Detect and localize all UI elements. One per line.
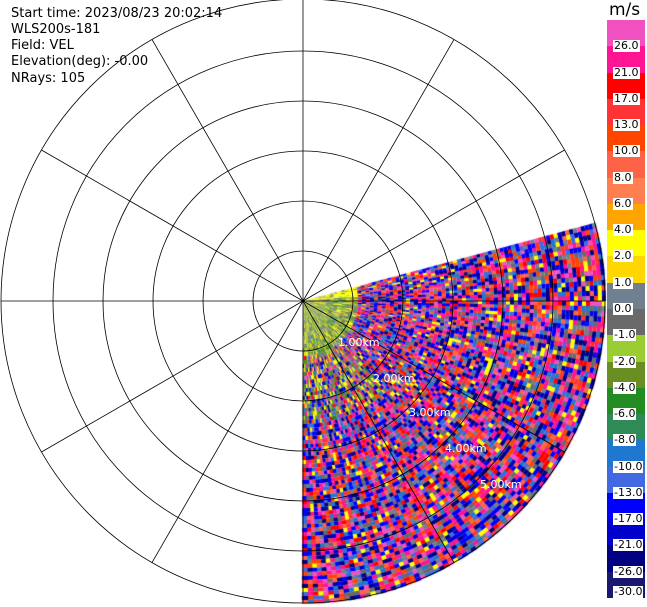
colorbar-tick-label: -30.0 xyxy=(613,585,644,598)
range-label: 1.00km xyxy=(338,336,380,349)
colorbar-tick-label: -2.0 xyxy=(613,354,637,368)
colorbar-tick-label: -8.0 xyxy=(613,433,637,447)
azimuth-spoke xyxy=(41,149,304,302)
colorbar-unit: m/s xyxy=(609,0,641,20)
azimuth-spoke xyxy=(41,300,304,453)
colorbar-tick-label: 4.0 xyxy=(613,223,633,237)
azimuth-spoke xyxy=(151,300,304,563)
colorbar-tick-label: 1.0 xyxy=(613,275,633,289)
colorbar-tick-label: 8.0 xyxy=(613,170,633,184)
azimuth-spoke xyxy=(302,300,455,563)
colorbar-tick-label: 6.0 xyxy=(613,196,633,210)
colorbar-tick-label: 26.0 xyxy=(613,39,640,53)
colorbar-tick-label: 0.0 xyxy=(613,302,633,315)
start-time: Start time: 2023/08/23 20:02:14 xyxy=(11,6,223,21)
azimuth-spoke xyxy=(151,39,304,302)
range-label: 4.00km xyxy=(445,442,487,455)
colorbar-tick-label: 21.0 xyxy=(613,65,640,79)
colorbar-tick-label: -13.0 xyxy=(613,485,644,499)
instrument-name: WLS200s-181 xyxy=(11,22,101,37)
azimuth-spoke xyxy=(302,149,565,302)
colorbar-tick-label: -4.0 xyxy=(613,380,637,394)
colorbar-tick-label: 10.0 xyxy=(613,144,640,158)
colorbar-tick-label: -10.0 xyxy=(613,459,644,473)
field-name: Field: VEL xyxy=(11,38,74,53)
colorbar-tick-label: -6.0 xyxy=(613,407,637,421)
range-label: 2.00km xyxy=(373,372,415,385)
colorbar-tick-label: -21.0 xyxy=(613,538,644,552)
colorbar-tick-label: 17.0 xyxy=(613,91,640,105)
azimuth-spoke xyxy=(302,300,565,453)
colorbar-tick-label: -17.0 xyxy=(613,512,644,526)
azimuth-spoke xyxy=(302,39,455,302)
colorbar: 26.0 21.0 17.0 13.0 10.0 8.0 6.0 4.0 2.0 1.0 0.0 -1… xyxy=(607,20,645,599)
range-label: 5.00km xyxy=(480,478,522,491)
colorbar-tick-label: 13.0 xyxy=(613,118,640,132)
range-label: 3.00km xyxy=(409,406,451,419)
colorbar-tick-label: 2.0 xyxy=(613,249,633,263)
nrays: NRays: 105 xyxy=(11,71,86,86)
colorbar-tick-label: -26.0 xyxy=(613,564,644,578)
elevation: Elevation(deg): -0.00 xyxy=(11,54,149,69)
colorbar-tick-label: -1.0 xyxy=(613,328,637,342)
